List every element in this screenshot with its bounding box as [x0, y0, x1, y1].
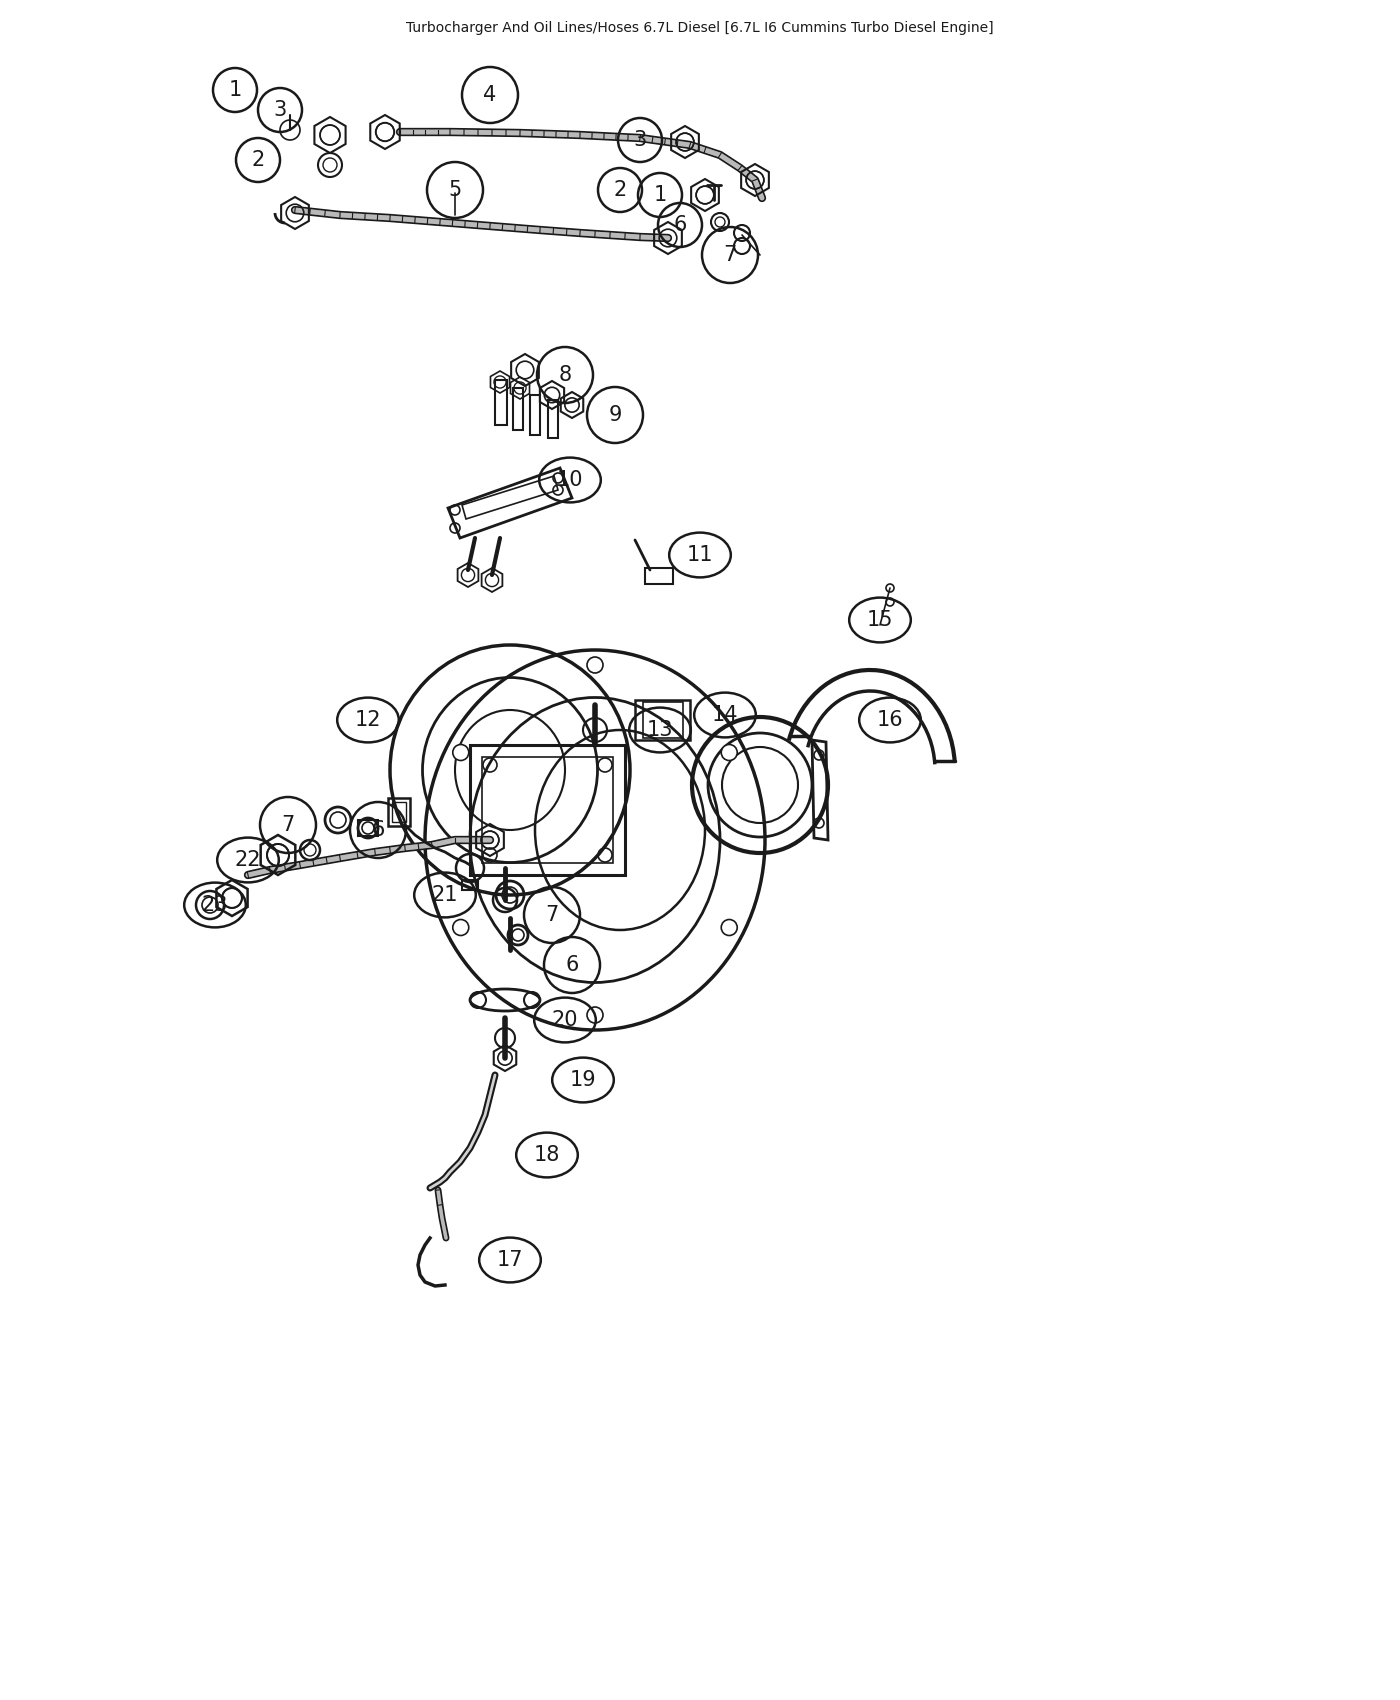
Bar: [547, 400, 559, 439]
Text: 10: 10: [557, 469, 584, 490]
Bar: [470, 745, 624, 876]
Text: 21: 21: [431, 886, 458, 904]
Text: 1: 1: [654, 185, 666, 206]
Circle shape: [721, 745, 738, 760]
Bar: [388, 797, 410, 826]
Bar: [645, 568, 673, 585]
Circle shape: [721, 920, 738, 935]
Text: 14: 14: [711, 706, 738, 724]
Text: 9: 9: [609, 405, 622, 425]
Text: 13: 13: [647, 721, 673, 740]
Text: 7: 7: [281, 814, 294, 835]
Text: 15: 15: [867, 610, 893, 631]
Text: 6: 6: [673, 214, 686, 235]
Text: 20: 20: [552, 1010, 578, 1030]
Bar: [512, 388, 524, 430]
Bar: [358, 819, 378, 836]
Text: 3: 3: [633, 129, 647, 150]
Text: 17: 17: [497, 1250, 524, 1270]
Bar: [482, 756, 613, 864]
Bar: [636, 700, 690, 740]
Bar: [643, 702, 683, 738]
Bar: [496, 381, 507, 425]
Bar: [531, 394, 540, 435]
Bar: [392, 802, 406, 823]
Bar: [462, 881, 477, 891]
Circle shape: [587, 1006, 603, 1023]
Text: 18: 18: [533, 1146, 560, 1165]
Text: 22: 22: [235, 850, 262, 870]
Text: 7: 7: [546, 904, 559, 925]
Text: 3: 3: [273, 100, 287, 121]
Text: 5: 5: [448, 180, 462, 201]
Text: 2: 2: [252, 150, 265, 170]
Text: 19: 19: [570, 1069, 596, 1090]
Text: 4: 4: [483, 85, 497, 105]
Circle shape: [452, 745, 469, 760]
Text: 2: 2: [613, 180, 627, 201]
Text: 23: 23: [202, 894, 228, 915]
Text: Turbocharger And Oil Lines/Hoses 6.7L Diesel [6.7L I6 Cummins Turbo Diesel Engin: Turbocharger And Oil Lines/Hoses 6.7L Di…: [406, 20, 994, 36]
Circle shape: [452, 920, 469, 935]
Text: 8: 8: [559, 366, 571, 384]
Text: 1: 1: [228, 80, 242, 100]
Text: 7: 7: [724, 245, 736, 265]
Text: 12: 12: [354, 711, 381, 729]
Circle shape: [587, 656, 603, 673]
Text: 6: 6: [371, 819, 385, 840]
Text: 16: 16: [876, 711, 903, 729]
Text: 6: 6: [566, 955, 578, 976]
Text: 11: 11: [687, 546, 713, 564]
